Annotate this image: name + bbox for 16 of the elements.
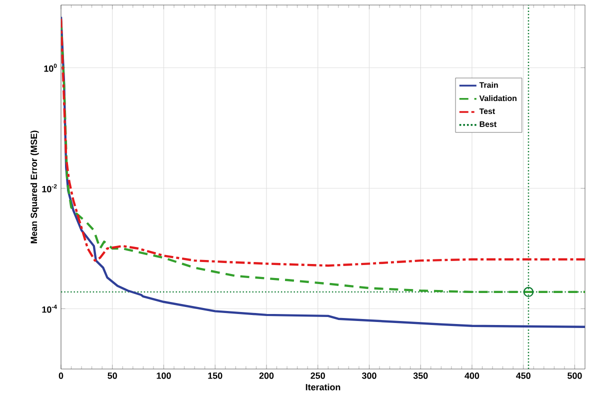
- x-tick-label: 500: [568, 372, 582, 379]
- y-tick-label: 10$^{-4}$: [42, 304, 57, 313]
- x-tick-label: 250: [310, 372, 325, 379]
- x-tick-label: 50: [108, 372, 117, 379]
- x-tick-label: 450: [516, 372, 530, 379]
- x-tick-label: 400: [464, 372, 480, 379]
- x-tick-label: 350: [413, 372, 428, 379]
- x-tick-label: 0: [58, 372, 64, 379]
- x-axis-title: Iteration: [306, 384, 340, 390]
- y-tick-label: 10$^{0}$: [44, 64, 57, 72]
- x-tick-label: 300: [362, 372, 376, 379]
- x-tick-label: 150: [208, 372, 222, 379]
- x-tick-label: 100: [156, 372, 171, 379]
- y-axis-title: Mean Squared Error (MSE): [30, 130, 39, 244]
- x-tick-label: 200: [259, 372, 274, 379]
- y-tick-label: 10$^{-2}$: [42, 184, 57, 192]
